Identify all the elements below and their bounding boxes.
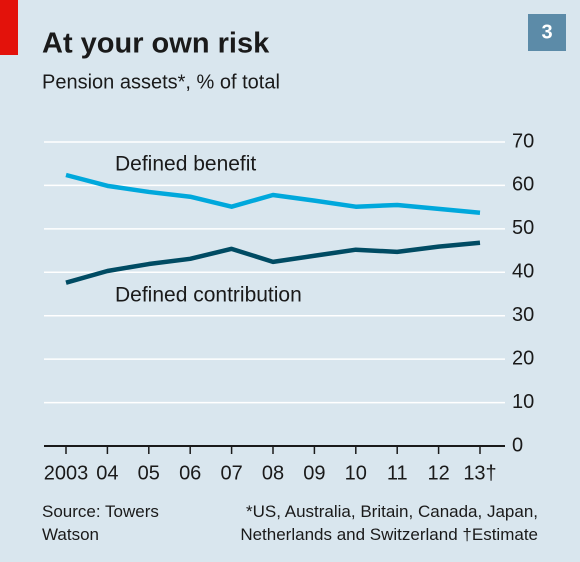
y-tick-label: 20 [512, 347, 534, 369]
brand-bar [0, 0, 18, 55]
y-tick-label: 30 [512, 304, 534, 326]
x-tick-label: 11 [387, 462, 408, 484]
x-tick-label: 05 [138, 462, 160, 484]
series-label: Defined contribution [115, 284, 302, 307]
x-tick-label: 13† [463, 462, 496, 484]
x-tick-label: 10 [345, 462, 367, 484]
x-tick-label: 08 [262, 462, 284, 484]
badge-number: 3 [541, 21, 552, 43]
line [65, 172, 481, 216]
y-tick-label: 60 [512, 174, 534, 196]
x-tick-label: 2003 [44, 462, 89, 484]
estimate-note: †Estimate [462, 525, 538, 544]
chart-subtitle: Pension assets*, % of total [42, 71, 280, 93]
y-tick-label: 0 [512, 434, 523, 456]
line [65, 240, 481, 285]
x-tick-label: 12 [427, 462, 449, 484]
note: *US, Australia, Britain, Canada, Japan, … [240, 502, 538, 544]
source: Source: Towers Watson [42, 502, 159, 544]
footnotes: *US, Australia, Britain, Canada, Japan, … [190, 500, 538, 546]
y-tick-label: 40 [512, 261, 534, 283]
x-tick-label: 09 [303, 462, 325, 484]
badge [528, 14, 566, 51]
x-tick-label: 06 [179, 462, 201, 484]
chart-title: At your own risk [42, 28, 270, 60]
y-tick-label: 10 [512, 391, 534, 413]
y-tick-label: 70 [512, 130, 534, 152]
x-tick-label: 04 [96, 462, 118, 484]
y-tick-label: 50 [512, 217, 534, 239]
series-label: Defined benefit [115, 153, 256, 176]
x-tick-label: 07 [220, 462, 242, 484]
